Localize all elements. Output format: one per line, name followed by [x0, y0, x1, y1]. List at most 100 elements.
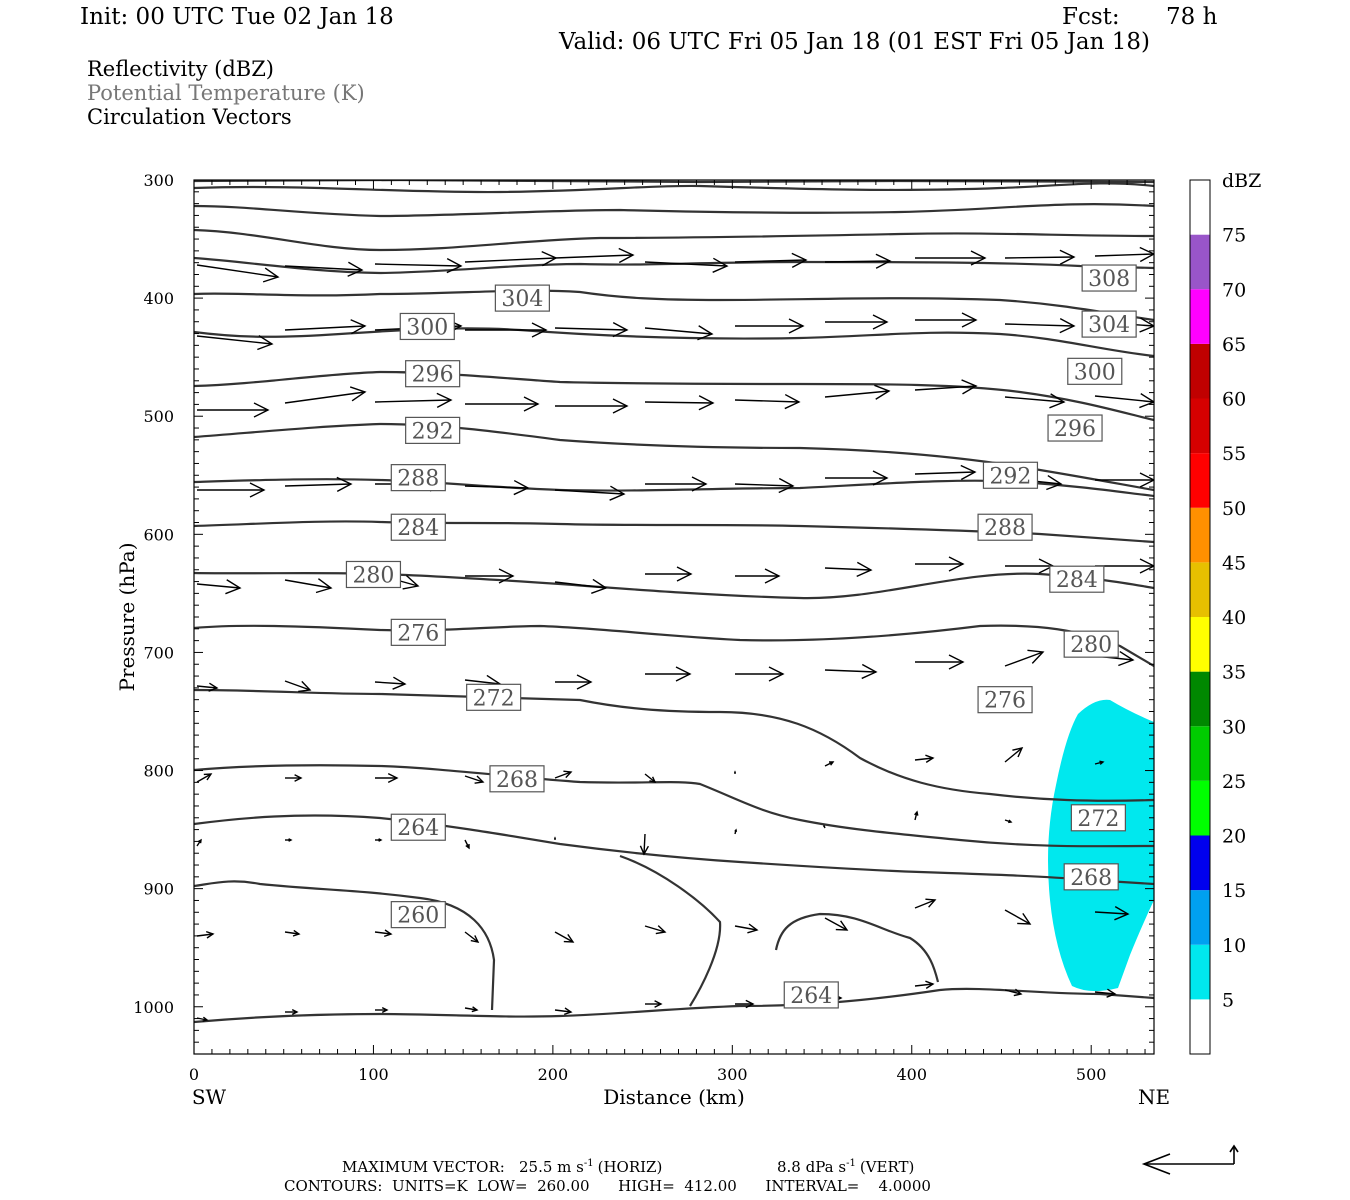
max-vector-vert: 8.8 dPa s-1 (VERT)	[777, 1158, 914, 1176]
contour-label: 260	[390, 901, 446, 929]
contour-label: 292	[982, 461, 1039, 489]
wind-vector	[1095, 558, 1154, 574]
contour-label: 300	[1067, 357, 1123, 385]
wind-vector	[196, 579, 242, 595]
wind-vector	[464, 1006, 479, 1013]
wind-vector	[1004, 649, 1045, 667]
wind-vector	[375, 838, 383, 842]
contour-label-text: 268	[1070, 866, 1112, 891]
contour-label: 264	[390, 813, 446, 841]
colorbar-label: 5	[1222, 989, 1234, 1011]
x-tick-label: 300	[717, 1065, 748, 1084]
wind-vector	[915, 654, 965, 670]
contour-label: 304	[494, 284, 550, 312]
y-axis-label: Pressure (hPa)	[115, 543, 139, 692]
contour-label-text: 268	[496, 768, 538, 793]
y-tick-label: 300	[143, 171, 174, 190]
contour-label-text: 292	[412, 419, 454, 444]
wind-vector	[374, 676, 407, 690]
wind-vector	[914, 464, 977, 481]
theta-contour-line	[194, 814, 1154, 886]
wind-vector	[375, 1006, 389, 1014]
wind-vector	[1004, 393, 1066, 409]
y-tick-label: 400	[143, 289, 174, 308]
colorbar-label: 20	[1222, 826, 1246, 848]
wind-vector	[824, 384, 891, 400]
wind-vector	[1004, 317, 1076, 334]
wind-vector	[735, 999, 755, 1009]
contour-label-text: 296	[1054, 417, 1096, 442]
colorbar-title: dBZ	[1222, 170, 1261, 192]
forecast-hour: 78 h	[1166, 4, 1218, 30]
contour-label-text: 300	[406, 315, 448, 340]
colorbar-label: 45	[1222, 552, 1246, 574]
wind-vector	[825, 470, 889, 486]
y-tick-label: 600	[143, 525, 174, 544]
wind-vector	[1094, 905, 1130, 921]
wind-vector	[1005, 558, 1055, 574]
wind-vector	[734, 477, 795, 494]
contour-label: 280	[1063, 630, 1119, 658]
wind-vector	[733, 770, 737, 774]
contour-label-text: 288	[984, 516, 1026, 541]
theta-contour-line	[619, 854, 722, 1007]
contour-label-text: 276	[397, 621, 439, 646]
contour-label: 296	[405, 360, 461, 388]
colorbar-label: 10	[1222, 935, 1246, 957]
wind-vector	[464, 479, 530, 496]
contour-label: 300	[399, 312, 455, 340]
wind-vector	[1004, 747, 1024, 763]
wind-vector	[1094, 393, 1154, 409]
wind-vector	[197, 482, 266, 498]
x-axis-left-end: SW	[192, 1085, 227, 1109]
wind-vector	[734, 393, 801, 410]
theta-contour-line	[194, 422, 1154, 492]
y-tick-labels: 300 400 500 600 700 800 900 1000	[133, 171, 174, 1017]
wind-vector	[555, 398, 629, 414]
contour-label-text: 276	[984, 689, 1026, 714]
wind-vector	[1004, 249, 1076, 265]
colorbar-swatch	[1190, 890, 1210, 945]
init-time: Init: 00 UTC Tue 02 Jan 18	[80, 4, 394, 30]
max-vector-horiz: 25.5 m s-1 (HORIZ)	[519, 1158, 662, 1176]
wind-vector	[196, 930, 215, 939]
x-tick-label: 100	[358, 1065, 389, 1084]
contours-info: CONTOURS: UNITS=K LOW= 260.00 HIGH= 412.…	[284, 1177, 931, 1195]
wind-vector	[639, 833, 650, 856]
field-reflectivity: Reflectivity (dBZ)	[87, 57, 275, 81]
wind-vector	[644, 925, 667, 935]
field-theta: Potential Temperature (K)	[87, 81, 365, 105]
y-tick-label: 500	[143, 407, 174, 426]
wind-vector	[645, 1000, 663, 1008]
wind-vector	[914, 754, 935, 763]
contour-label-text: 264	[790, 984, 832, 1009]
contour-label: 292	[405, 416, 461, 444]
wind-vector	[735, 568, 781, 584]
wind-vector	[465, 396, 540, 412]
contour-label: 272	[466, 683, 522, 711]
contour-label-text: 272	[473, 686, 515, 711]
theta-contour-line	[194, 571, 1154, 600]
theta-contour-line	[194, 203, 1154, 218]
wind-vector	[284, 680, 312, 693]
wind-vector	[735, 666, 785, 682]
contour-label-text: 288	[397, 467, 439, 492]
wind-vector	[645, 566, 693, 582]
colorbar-label: 75	[1222, 225, 1246, 247]
wind-vector	[823, 824, 826, 829]
wind-vector	[374, 258, 463, 274]
wind-vector	[1094, 246, 1154, 263]
contour-label: 272	[1070, 804, 1126, 832]
x-tick-label: 500	[1076, 1065, 1107, 1084]
forecast-label: Fcst:	[1062, 4, 1120, 30]
wind-vector	[284, 319, 367, 335]
wind-vector	[554, 321, 629, 338]
theta-contour-line	[194, 289, 1154, 322]
contour-label: 276	[390, 618, 446, 646]
colorbar-label: 70	[1222, 279, 1246, 301]
wind-vector	[644, 257, 729, 273]
wind-vector	[735, 318, 805, 334]
wind-vector	[465, 322, 548, 338]
contour-label-text: 304	[501, 287, 543, 312]
theta-contour-line	[194, 327, 1154, 358]
